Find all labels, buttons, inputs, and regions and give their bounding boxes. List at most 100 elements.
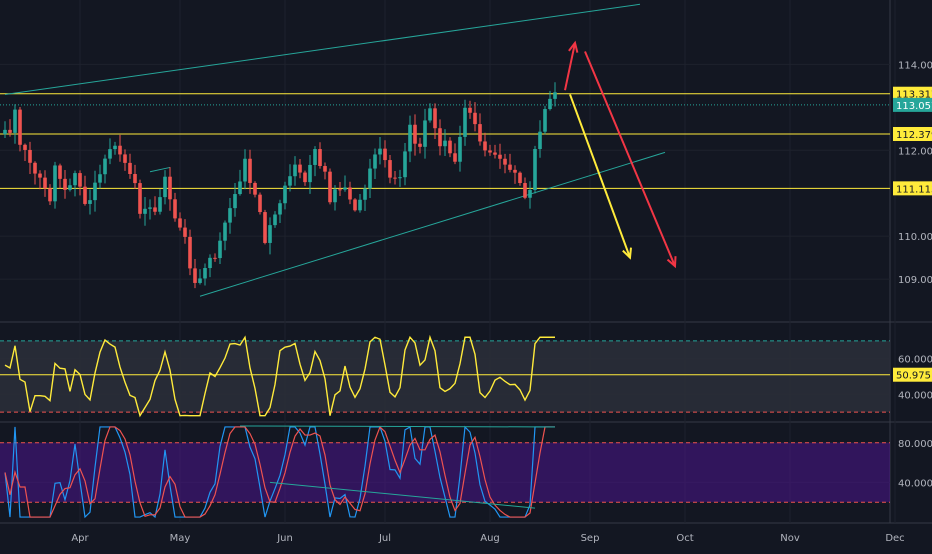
candle (158, 188, 162, 215)
candle (3, 121, 7, 139)
candle-body (78, 173, 82, 187)
candle (268, 217, 272, 255)
trend-arrows (564, 40, 677, 269)
candle (253, 181, 257, 198)
candle-body (443, 140, 447, 147)
candle (48, 184, 52, 206)
arrow-shaft (564, 42, 576, 91)
candle-body (283, 185, 287, 204)
candle (118, 134, 122, 162)
price-tick-label: 114.000 (898, 60, 932, 71)
price-tick-label: 112.000 (898, 146, 932, 157)
axis-tag-bg (893, 367, 932, 382)
candle (283, 181, 287, 210)
candle-body (18, 109, 22, 145)
candle (443, 129, 447, 156)
candle-body (233, 194, 237, 209)
candle (463, 99, 467, 146)
candle-body (553, 92, 557, 99)
candle (413, 114, 417, 156)
candle (33, 161, 37, 185)
candle-body (158, 197, 162, 212)
candle (163, 170, 167, 205)
candle-body (113, 145, 117, 150)
candle (193, 258, 197, 289)
axis-tag-text: 111.113 (896, 184, 932, 195)
candle (288, 164, 292, 192)
candle-body (298, 164, 302, 173)
axis-tag-bg (893, 126, 932, 141)
candle-body (273, 214, 277, 226)
time-tick-label: Sep (581, 533, 600, 544)
time-tick-label: Oct (676, 533, 693, 544)
level-price-tag: 113.317 (893, 86, 932, 101)
candle (468, 100, 472, 119)
candle-body (508, 164, 512, 170)
stoch-d-line (4, 425, 555, 518)
candle-body (538, 131, 542, 150)
candle (218, 232, 222, 264)
candle-body (503, 158, 507, 165)
candle (403, 142, 407, 186)
candle-body (383, 148, 387, 161)
candlestick-series (3, 82, 557, 289)
candle-body (533, 149, 537, 190)
axis-tag-bg (893, 97, 932, 112)
current-price-tag: 113.057 (893, 97, 932, 112)
candle (233, 182, 237, 217)
arrow-head (568, 40, 579, 53)
price-tick-label: 110.000 (898, 232, 932, 243)
candle-body (138, 183, 142, 214)
candle (273, 211, 277, 228)
candle (143, 196, 147, 226)
candle (408, 115, 412, 163)
candle (108, 138, 112, 165)
candle (363, 184, 367, 211)
candle-body (223, 222, 227, 241)
candle-body (143, 208, 147, 214)
candle-body (163, 176, 167, 198)
candle (473, 102, 477, 132)
candle (98, 164, 102, 189)
trend-arrow-1 (584, 51, 677, 269)
candle-body (108, 149, 112, 159)
candle (418, 137, 422, 154)
candle-body (168, 176, 172, 200)
candle (523, 177, 527, 200)
candle (448, 137, 452, 158)
stoch-tick-label: 80.0000 (898, 439, 932, 450)
candle (213, 253, 217, 262)
candle-body (58, 165, 62, 179)
candle-body (463, 107, 467, 137)
candle-body (408, 124, 412, 152)
axis-tag-text: 112.379 (896, 130, 932, 141)
stoch-tick-label: 40.0000 (898, 478, 932, 489)
candle-body (378, 148, 382, 155)
trend-arrow-2 (569, 94, 632, 260)
candle-body (38, 173, 42, 178)
arrow-shaft (569, 94, 631, 258)
arrow-shaft (584, 51, 676, 267)
candle (238, 169, 242, 196)
candle (178, 212, 182, 231)
candle-body (258, 194, 262, 213)
candle (548, 90, 552, 111)
candle-body (353, 199, 357, 211)
price-tick-label: 109.000 (898, 275, 932, 286)
candle (258, 192, 262, 215)
candle-body (173, 199, 177, 219)
time-tick-label: Jun (276, 533, 293, 544)
candle-body (88, 200, 92, 204)
candle (538, 120, 542, 158)
candle-body (188, 236, 192, 269)
candle (378, 137, 382, 165)
time-axis: Apr May Jun Jul Aug Sep Oct Nov Dec (71, 533, 904, 544)
candle (478, 113, 482, 146)
candle-body (198, 278, 202, 283)
candle (338, 182, 342, 197)
candle-body (243, 158, 247, 182)
candle-body (388, 160, 392, 178)
candle (18, 107, 22, 152)
